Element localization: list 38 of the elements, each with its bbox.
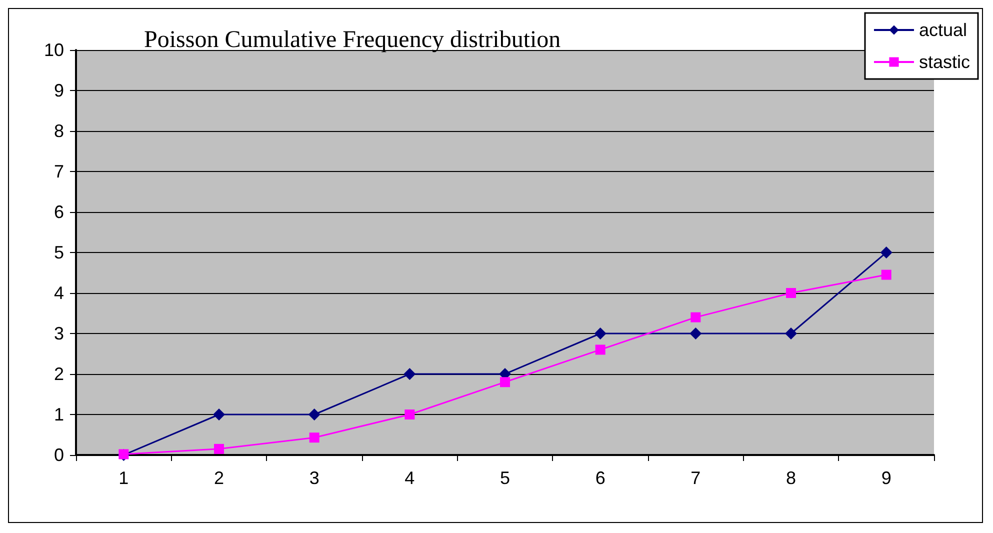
point — [785, 328, 797, 340]
point — [404, 410, 415, 420]
y-tick-label: 9 — [54, 80, 64, 100]
x-tick-label: 3 — [309, 468, 320, 488]
x-tick-label: 5 — [500, 468, 510, 488]
y-tick-label: 4 — [54, 283, 64, 303]
x-tick-label: 9 — [881, 468, 892, 488]
y-tick-label: 5 — [54, 242, 64, 262]
x-tick-label: 1 — [118, 468, 129, 488]
point — [690, 312, 701, 322]
y-tick-label: 6 — [54, 202, 64, 222]
point — [880, 246, 892, 258]
y-tick-label: 2 — [54, 364, 64, 384]
point — [214, 444, 224, 454]
legend-label: stastic — [918, 52, 970, 72]
point — [500, 377, 510, 388]
x-tick-label: 2 — [214, 468, 224, 488]
point — [786, 288, 796, 298]
y-tick-label: 8 — [54, 121, 64, 141]
point — [309, 432, 320, 443]
legend-label: actual — [918, 20, 968, 40]
x-tick-label: 7 — [690, 468, 701, 488]
x-tick-label: 4 — [404, 468, 415, 488]
point — [594, 328, 606, 340]
y-tick-label: 3 — [54, 324, 64, 344]
point — [213, 408, 225, 420]
y-tick-label: 10 — [44, 40, 64, 60]
chart-title: Poisson Cumulative Frequency distribution — [144, 27, 561, 53]
point — [881, 270, 892, 280]
y-tick-label: 7 — [54, 162, 64, 182]
y-tick-label: 0 — [54, 445, 64, 465]
point — [595, 344, 606, 355]
point — [404, 368, 416, 380]
point — [690, 328, 702, 340]
x-tick-label: 6 — [595, 468, 606, 488]
point — [308, 408, 320, 420]
y-tick-label: 1 — [54, 404, 64, 424]
x-tick-label: 8 — [786, 468, 796, 488]
